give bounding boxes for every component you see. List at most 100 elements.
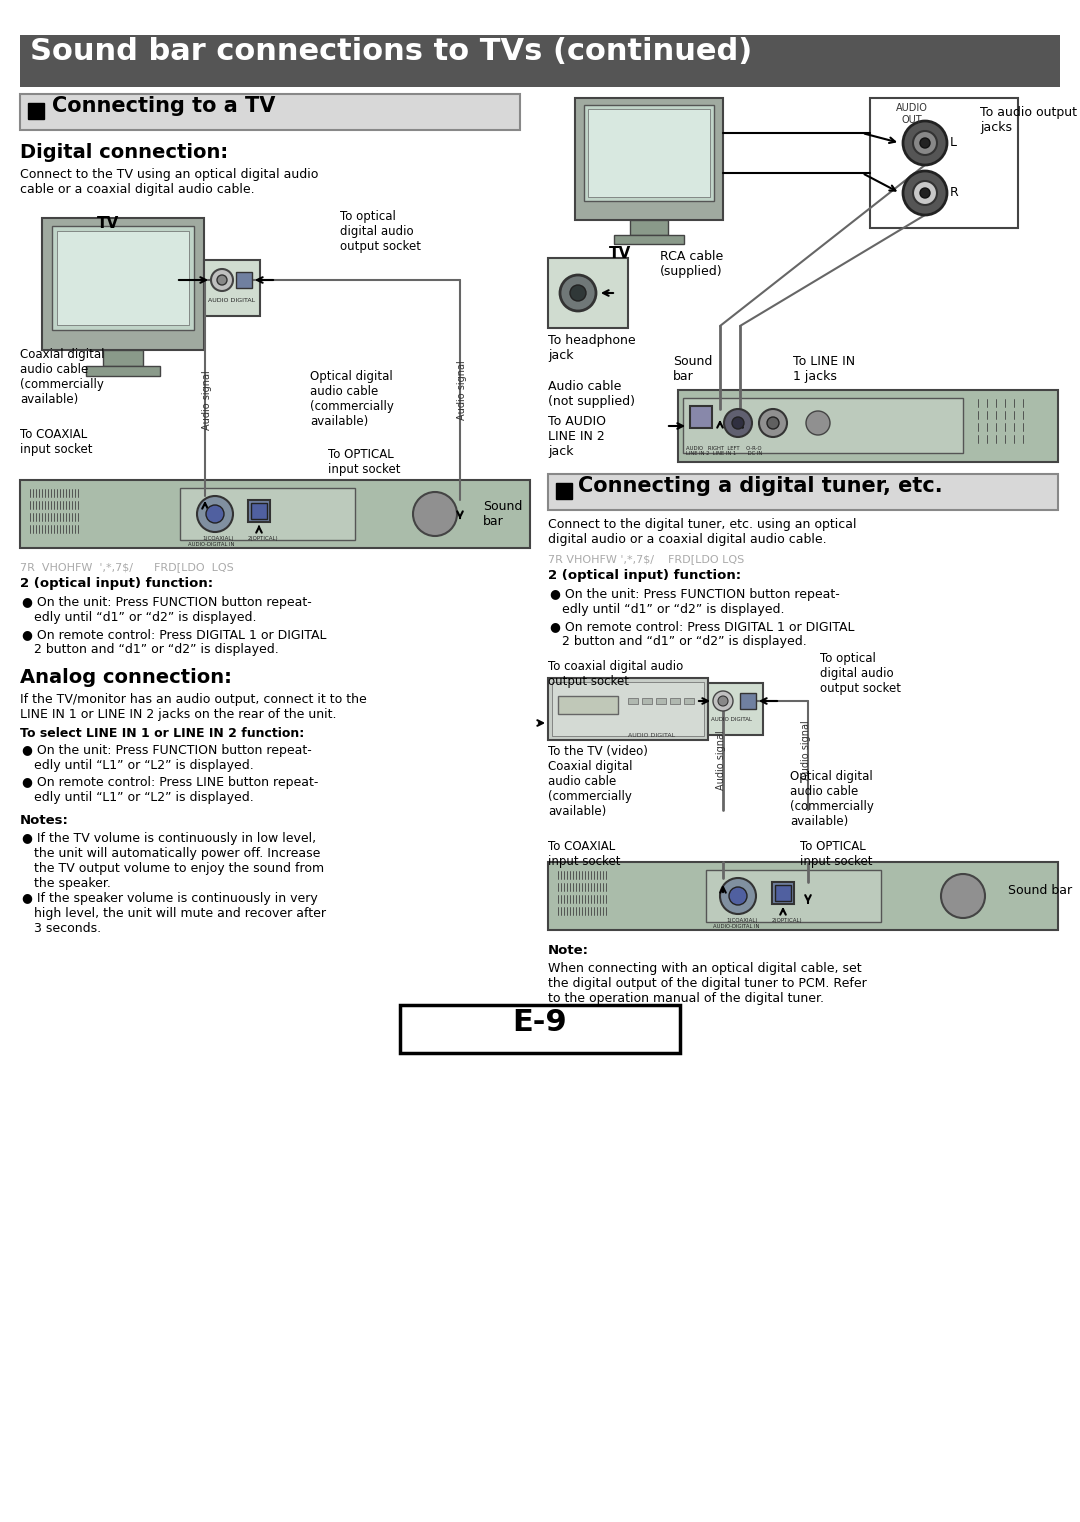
Bar bbox=[103, 350, 143, 365]
Bar bbox=[180, 489, 355, 540]
Text: Audio signal: Audio signal bbox=[801, 720, 811, 779]
Bar bbox=[21, 35, 1059, 87]
Text: Connecting to a TV: Connecting to a TV bbox=[52, 96, 275, 116]
Bar bbox=[57, 231, 189, 326]
Text: AUDIO DIGITAL: AUDIO DIGITAL bbox=[208, 298, 255, 303]
Circle shape bbox=[920, 139, 930, 148]
Circle shape bbox=[570, 285, 586, 301]
Circle shape bbox=[729, 887, 747, 906]
Text: To OPTICAL
input socket: To OPTICAL input socket bbox=[328, 447, 401, 476]
Circle shape bbox=[720, 878, 756, 915]
Text: Optical digital
audio cable
(commercially
available): Optical digital audio cable (commerciall… bbox=[789, 770, 874, 828]
Text: Sound bar: Sound bar bbox=[1008, 884, 1072, 896]
Circle shape bbox=[561, 275, 596, 310]
Bar bbox=[870, 97, 1018, 228]
Bar bbox=[584, 105, 714, 201]
Circle shape bbox=[759, 409, 787, 437]
Text: Analog connection:: Analog connection: bbox=[21, 668, 232, 686]
Text: To audio output
jacks: To audio output jacks bbox=[980, 107, 1077, 134]
Text: Audio signal: Audio signal bbox=[716, 731, 726, 790]
Bar bbox=[28, 103, 44, 119]
Text: Digital connection:: Digital connection: bbox=[21, 143, 228, 161]
Bar bbox=[627, 699, 638, 705]
Bar bbox=[548, 473, 1058, 510]
Text: ● If the TV volume is continuously in low level,
   the unit will automatically : ● If the TV volume is continuously in lo… bbox=[22, 833, 324, 890]
Bar bbox=[690, 406, 712, 428]
Bar bbox=[615, 234, 684, 244]
Text: Connecting a digital tuner, etc.: Connecting a digital tuner, etc. bbox=[578, 476, 943, 496]
Text: Connect to the digital tuner, etc. using an optical
digital audio or a coaxial d: Connect to the digital tuner, etc. using… bbox=[548, 517, 856, 546]
Bar bbox=[708, 683, 762, 735]
Text: LINE IN 2  LINE IN 1       DC IN: LINE IN 2 LINE IN 1 DC IN bbox=[686, 451, 762, 457]
Circle shape bbox=[217, 275, 227, 285]
Bar bbox=[548, 677, 708, 740]
Text: R: R bbox=[950, 186, 959, 199]
Bar bbox=[706, 871, 881, 922]
Text: To select LINE IN 1 or LINE IN 2 function:: To select LINE IN 1 or LINE IN 2 functio… bbox=[21, 728, 305, 740]
Text: 1(COAXIAL): 1(COAXIAL) bbox=[726, 918, 757, 922]
Bar bbox=[775, 884, 791, 901]
Bar bbox=[558, 696, 618, 714]
Circle shape bbox=[732, 417, 744, 429]
Text: AUDIO
OUT: AUDIO OUT bbox=[896, 103, 928, 125]
Text: To coaxial digital audio
output socket: To coaxial digital audio output socket bbox=[548, 661, 684, 688]
Bar bbox=[42, 218, 204, 350]
Text: 2(OPTICAL): 2(OPTICAL) bbox=[772, 918, 802, 922]
Bar bbox=[204, 260, 260, 317]
Bar bbox=[548, 861, 1058, 930]
Text: 7R VHOHFW ',*,7$/    FRD[LDO LQS: 7R VHOHFW ',*,7$/ FRD[LDO LQS bbox=[548, 554, 744, 565]
Text: To OPTICAL
input socket: To OPTICAL input socket bbox=[800, 840, 873, 868]
Text: TV: TV bbox=[609, 247, 631, 260]
Text: Sound
bar: Sound bar bbox=[483, 501, 523, 528]
Bar bbox=[684, 699, 694, 705]
Text: ● On the unit: Press FUNCTION button repeat-
   edly until “d1” or “d2” is displ: ● On the unit: Press FUNCTION button rep… bbox=[550, 587, 840, 616]
Circle shape bbox=[913, 131, 937, 155]
Bar bbox=[52, 225, 194, 330]
Bar bbox=[556, 482, 572, 499]
Text: Audio signal: Audio signal bbox=[202, 370, 212, 431]
Text: 2 (optical input) function:: 2 (optical input) function: bbox=[21, 577, 213, 591]
Circle shape bbox=[413, 492, 457, 536]
Text: TV: TV bbox=[97, 216, 119, 231]
Bar bbox=[740, 693, 756, 709]
Bar bbox=[21, 94, 519, 129]
Text: AUDIO DIGITAL: AUDIO DIGITAL bbox=[627, 734, 675, 738]
Text: Connect to the TV using an optical digital audio
cable or a coaxial digital audi: Connect to the TV using an optical digit… bbox=[21, 167, 319, 196]
Text: 2 (optical input) function:: 2 (optical input) function: bbox=[548, 569, 741, 581]
Circle shape bbox=[724, 409, 752, 437]
Text: If the TV/monitor has an audio output, connect it to the
LINE IN 1 or LINE IN 2 : If the TV/monitor has an audio output, c… bbox=[21, 693, 367, 721]
Text: To optical
digital audio
output socket: To optical digital audio output socket bbox=[820, 651, 901, 696]
Bar bbox=[670, 699, 680, 705]
Circle shape bbox=[211, 269, 233, 291]
Bar bbox=[86, 365, 160, 376]
Circle shape bbox=[941, 874, 985, 918]
Text: To COAXIAL
input socket: To COAXIAL input socket bbox=[548, 840, 621, 868]
Text: Optical digital
audio cable
(commercially
available): Optical digital audio cable (commerciall… bbox=[310, 370, 394, 428]
Text: ● On the unit: Press FUNCTION button repeat-
   edly until “L1” or “L2” is displ: ● On the unit: Press FUNCTION button rep… bbox=[22, 744, 312, 772]
Text: Sound
bar: Sound bar bbox=[673, 355, 713, 384]
Text: When connecting with an optical digital cable, set
the digital output of the dig: When connecting with an optical digital … bbox=[548, 962, 867, 1005]
Bar bbox=[683, 397, 963, 454]
Text: 1(COAXIAL): 1(COAXIAL) bbox=[202, 536, 233, 540]
Text: AUDIO   RIGHT  LEFT    O-R-O: AUDIO RIGHT LEFT O-R-O bbox=[686, 446, 761, 451]
Text: E-9: E-9 bbox=[513, 1008, 567, 1036]
Circle shape bbox=[920, 189, 930, 198]
Text: To optical
digital audio
output socket: To optical digital audio output socket bbox=[340, 210, 421, 253]
Text: Notes:: Notes: bbox=[21, 814, 69, 826]
Text: AUDIO-DIGITAL IN: AUDIO-DIGITAL IN bbox=[713, 924, 759, 928]
Bar bbox=[678, 390, 1058, 463]
Text: Note:: Note: bbox=[548, 944, 589, 957]
Bar bbox=[552, 682, 704, 737]
Circle shape bbox=[913, 181, 937, 205]
Circle shape bbox=[718, 696, 728, 706]
Text: 7R  VHOHFW  ',*,7$/      FRD[LDO  LQS: 7R VHOHFW ',*,7$/ FRD[LDO LQS bbox=[21, 562, 233, 572]
Text: Coaxial digital
audio cable
(commercially
available): Coaxial digital audio cable (commerciall… bbox=[548, 759, 633, 817]
Bar bbox=[21, 479, 530, 548]
Circle shape bbox=[713, 691, 733, 711]
Bar bbox=[237, 272, 252, 288]
Circle shape bbox=[806, 411, 831, 435]
Text: ● On remote control: Press DIGITAL 1 or DIGITAL
   2 button and “d1” or “d2” is : ● On remote control: Press DIGITAL 1 or … bbox=[550, 619, 854, 648]
Bar bbox=[248, 501, 270, 522]
Text: ● If the speaker volume is continuously in very
   high level, the unit will mut: ● If the speaker volume is continuously … bbox=[22, 892, 326, 935]
Text: Sound bar connections to TVs (continued): Sound bar connections to TVs (continued) bbox=[30, 37, 753, 65]
